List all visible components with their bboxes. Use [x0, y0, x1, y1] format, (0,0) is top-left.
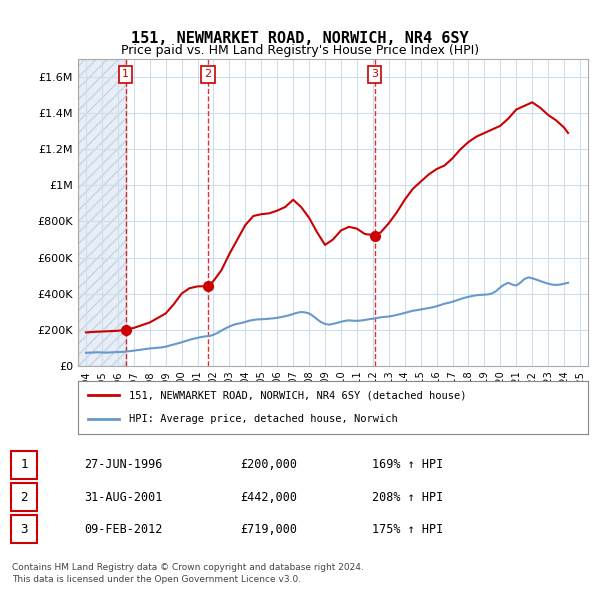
Text: 1: 1	[122, 70, 129, 79]
FancyBboxPatch shape	[11, 451, 37, 478]
Text: 2: 2	[20, 490, 28, 504]
Text: 175% ↑ HPI: 175% ↑ HPI	[372, 523, 443, 536]
Text: Contains HM Land Registry data © Crown copyright and database right 2024.: Contains HM Land Registry data © Crown c…	[12, 563, 364, 572]
Bar	[78, 59, 125, 366]
Text: 31-AUG-2001: 31-AUG-2001	[84, 490, 163, 504]
Text: 3: 3	[371, 70, 378, 79]
Text: 2: 2	[205, 70, 212, 79]
Text: HPI: Average price, detached house, Norwich: HPI: Average price, detached house, Norw…	[129, 414, 398, 424]
Text: 169% ↑ HPI: 169% ↑ HPI	[372, 458, 443, 471]
Bar	[78, 59, 125, 366]
Text: Price paid vs. HM Land Registry's House Price Index (HPI): Price paid vs. HM Land Registry's House …	[121, 44, 479, 57]
FancyBboxPatch shape	[11, 483, 37, 511]
FancyBboxPatch shape	[11, 516, 37, 543]
Text: £719,000: £719,000	[240, 523, 297, 536]
Text: 09-FEB-2012: 09-FEB-2012	[84, 523, 163, 536]
Text: £442,000: £442,000	[240, 490, 297, 504]
Text: This data is licensed under the Open Government Licence v3.0.: This data is licensed under the Open Gov…	[12, 575, 301, 584]
Text: 151, NEWMARKET ROAD, NORWICH, NR4 6SY: 151, NEWMARKET ROAD, NORWICH, NR4 6SY	[131, 31, 469, 46]
Text: 3: 3	[20, 523, 28, 536]
Text: 208% ↑ HPI: 208% ↑ HPI	[372, 490, 443, 504]
Text: 1: 1	[20, 458, 28, 471]
Text: 151, NEWMARKET ROAD, NORWICH, NR4 6SY (detached house): 151, NEWMARKET ROAD, NORWICH, NR4 6SY (d…	[129, 391, 467, 401]
Text: 27-JUN-1996: 27-JUN-1996	[84, 458, 163, 471]
Text: £200,000: £200,000	[240, 458, 297, 471]
